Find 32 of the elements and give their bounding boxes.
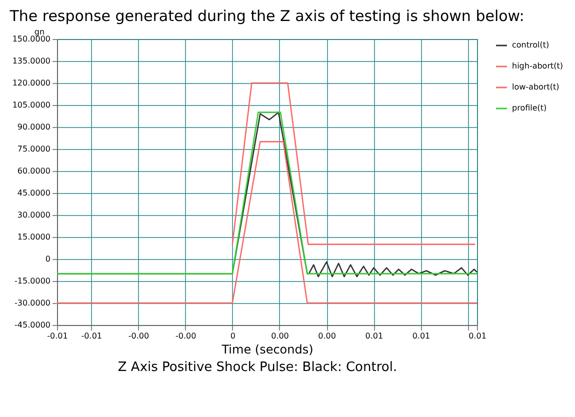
- y-tick-label: 30.0000: [17, 210, 50, 220]
- x-tick-label: -0.01: [47, 332, 68, 340]
- x-tick-label: -0.01: [81, 332, 102, 340]
- x-tick-label: 0.01: [365, 332, 384, 340]
- x-tick-label: 0.00: [271, 332, 289, 340]
- y-tick-label: 0: [45, 254, 50, 264]
- text: Z Axis Positive Shock Pulse: Black: Control.: [116, 360, 398, 375]
- y-tick-label: 90.0000: [17, 122, 50, 132]
- y-tick-label: 150.0000: [12, 34, 50, 44]
- chart-title: The response generated during the Z axis of testing is shown below:: [8, 7, 524, 25]
- y-tick-label: -15.0000: [14, 276, 50, 286]
- y-tick-label: 75.0000: [17, 144, 50, 154]
- x-tick-label: 0: [230, 332, 236, 340]
- y-tick-label: 120.0000: [12, 78, 50, 88]
- y-tick-label: 60.0000: [17, 166, 50, 176]
- legend-label: control(t): [512, 40, 550, 50]
- legend-label: low-abort(t): [512, 82, 560, 92]
- x-axis-title: Time (seconds): [220, 342, 314, 356]
- x-tick-label: 0.01: [412, 332, 430, 340]
- y-tick-label: 15.0000: [17, 232, 50, 242]
- x-tick-label: -0.00: [175, 332, 196, 340]
- y-tick-label: 45.0000: [17, 188, 50, 198]
- y-tick-label: -30.0000: [14, 298, 50, 308]
- legend-label: profile(t): [512, 104, 547, 112]
- y-axis-title: gn: [34, 28, 45, 36]
- legend-label: high-abort(t): [512, 62, 564, 70]
- y-tick-label: 135.0000: [12, 56, 50, 66]
- x-tick-label: 0.00: [318, 332, 336, 340]
- y-tick-label: -45.0000: [14, 320, 50, 330]
- x-tick-label: -0.00: [128, 332, 150, 340]
- y-tick-label: 105.0000: [12, 100, 50, 110]
- x-tick-label: 0.01: [468, 332, 486, 340]
